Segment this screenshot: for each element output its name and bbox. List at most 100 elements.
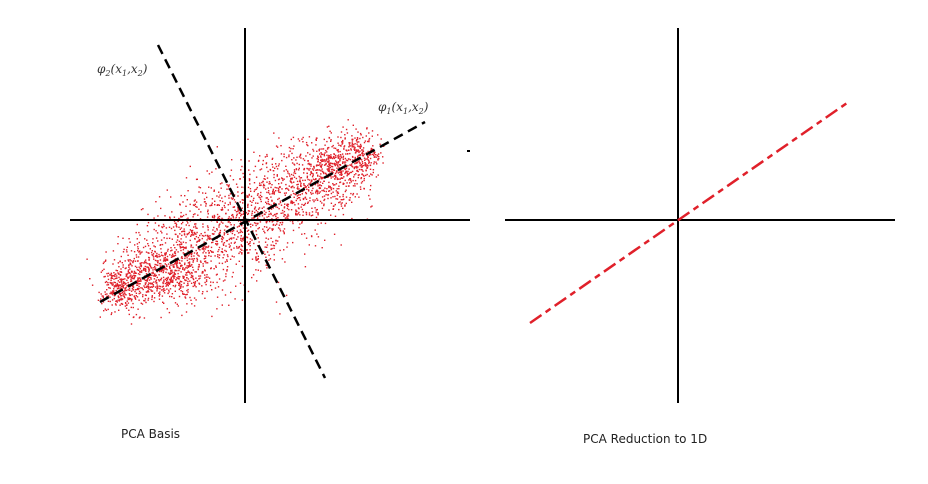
cloud-point [113,295,116,297]
cloud-point [133,277,135,279]
cloud-point [261,181,263,184]
cloud-point [242,172,244,175]
cloud-point [191,252,193,254]
cloud-point [126,285,128,287]
cloud-point [218,257,220,259]
cloud-point [368,137,371,140]
cloud-point [273,259,275,261]
cloud-point [336,167,338,169]
cloud-point [123,248,125,251]
cloud-point [123,290,125,293]
cloud-point [371,135,373,137]
cloud-point [367,155,369,157]
cloud-point [319,191,321,193]
cloud-point [207,237,209,239]
cloud-point [337,172,340,174]
cloud-point [287,217,289,220]
cloud-point [315,138,317,141]
cloud-point [253,151,255,153]
cloud-point [359,147,361,149]
cloud-point [208,277,211,279]
cloud-point [382,156,384,158]
cloud-point [307,178,309,181]
cloud-point [193,200,196,202]
cloud-point [323,180,325,182]
cloud-point [232,217,235,219]
cloud-point [130,300,133,302]
cloud-point [255,222,257,225]
cloud-point [320,170,322,172]
cloud-point [178,267,180,270]
cloud-point [178,295,181,298]
cloud-point [262,228,264,230]
cloud-point [255,257,257,259]
cloud-point [160,244,162,246]
cloud-point [189,203,191,206]
cloud-point [177,277,179,280]
cloud-point [342,193,344,196]
cloud-point [345,196,348,198]
cloud-point [260,270,262,272]
cloud-point [303,183,305,185]
cloud-point [137,287,139,290]
cloud-point [141,251,143,253]
cloud-point [152,271,154,273]
cloud-point [163,302,165,304]
cloud-point [150,286,153,288]
cloud-point [166,237,168,240]
cloud-point [319,175,321,178]
cloud-point [276,146,279,148]
cloud-point [377,174,379,176]
cloud-point [199,218,202,220]
cloud-point [208,186,210,188]
cloud-point [197,247,199,249]
cloud-point [325,173,327,175]
cloud-point [139,234,141,236]
cloud-point [376,163,378,165]
cloud-point [214,287,217,289]
cloud-point [247,196,249,198]
cloud-point [153,297,156,299]
cloud-point [340,177,342,179]
cloud-point [281,221,284,224]
cloud-point [300,184,302,186]
cloud-point [162,276,165,279]
cloud-point [328,190,331,192]
cloud-point [301,208,304,211]
cloud-point [363,164,365,167]
cloud-point [211,233,214,235]
cloud-point [147,266,149,268]
cloud-point [241,245,243,247]
cloud-point [318,192,320,194]
cloud-point [344,163,346,165]
cloud-point [312,150,315,152]
cloud-point [261,207,263,209]
cloud-point [290,186,293,188]
cloud-point [369,157,372,160]
cloud-point [158,292,160,294]
cloud-point [125,289,128,292]
cloud-point [167,276,169,279]
cloud-point [337,149,339,151]
cloud-point [265,201,267,203]
cloud-point [317,169,319,171]
cloud-point [179,280,182,282]
cloud-point [180,241,182,244]
cloud-point [276,168,279,170]
cloud-point [217,217,219,219]
cloud-point [238,209,240,211]
cloud-point [296,187,298,190]
cloud-point [163,267,165,270]
cloud-point [188,261,191,263]
cloud-point [183,228,185,230]
cloud-point [223,204,225,207]
cloud-point [157,287,159,289]
cloud-point [130,306,132,309]
cloud-point [233,247,235,249]
cloud-point [185,311,188,313]
cloud-point [375,154,377,156]
cloud-point [210,267,212,270]
cloud-point [351,166,354,168]
cloud-point [237,195,239,197]
cloud-point [192,266,194,268]
